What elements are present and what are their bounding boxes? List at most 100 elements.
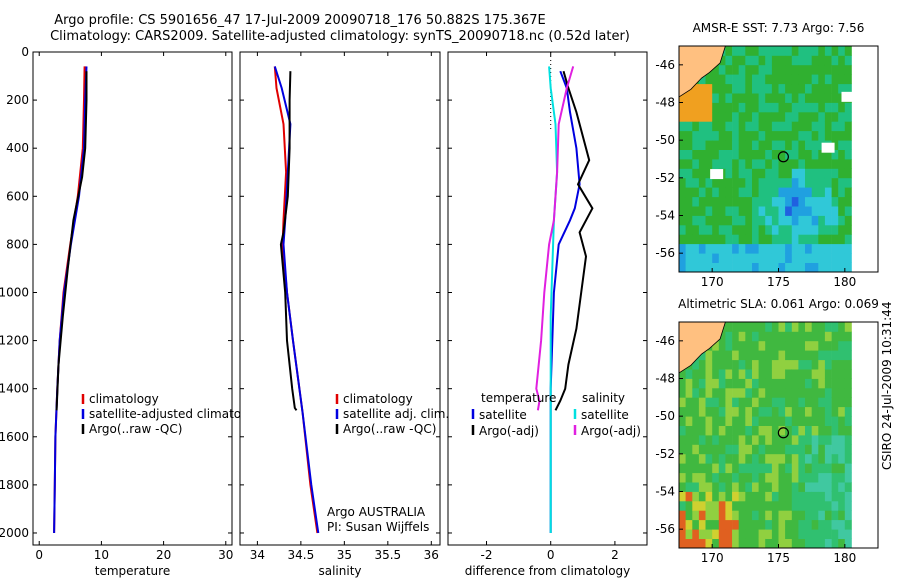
map-cell [831,187,839,198]
map-cell [745,435,753,445]
map-cell [725,111,733,122]
map-cell [745,510,753,521]
map-cell [765,378,773,389]
map-cell [811,215,819,226]
map-cell [844,406,852,417]
map-cell [778,111,786,122]
map-cell [818,406,826,417]
y-tick-label: 200 [6,93,29,107]
map-cell [679,149,686,160]
map-cell [838,322,846,332]
map-cell [824,196,832,207]
map-cell [805,149,812,160]
map-cell [844,529,852,539]
map-cell [785,463,793,474]
map-cell [692,538,700,549]
map-cell [712,262,720,273]
map-cell [732,397,740,408]
map-cell [778,215,786,226]
map-cell [752,215,759,226]
map-cell [765,331,773,342]
map-cell [745,243,753,254]
map-cell [765,500,773,511]
y-tick-label: -56 [655,246,675,260]
map-cell [798,359,806,370]
map-cell [718,378,726,389]
map-cell [712,491,720,502]
map-cell [818,472,826,483]
map-cell [798,253,806,263]
map-cell [831,416,839,426]
map-cell [778,435,786,445]
map-cell [771,177,779,188]
map-cell [692,453,700,464]
map-cell [685,224,693,235]
map-cell [844,510,852,521]
map-cell [685,187,693,198]
map-cell [791,350,799,361]
map-cell [818,425,826,436]
map-cell [692,435,700,445]
map-cell [732,519,740,530]
map-cell [765,262,773,273]
map-cell [698,416,706,426]
map-cell [844,444,852,455]
map-cell [738,46,746,56]
missing-data-patch [821,142,835,153]
map-cell [712,159,720,169]
plot-frame [32,51,233,546]
map-cell [752,46,759,56]
map-cell [811,234,819,245]
map-cell [798,102,806,113]
map-cell [811,453,819,464]
map-cell [679,262,686,273]
map-cell [752,262,759,273]
map-cell [725,463,733,474]
map-cell [698,187,706,198]
map-cell [811,206,819,216]
map-cell [732,359,740,370]
map-cell [758,387,766,398]
map-cell [698,130,706,141]
map-cell [685,472,693,483]
map-cell [685,397,693,408]
map-cell [685,416,693,426]
map-cell [712,350,720,361]
map-cell [685,491,693,502]
map-cell [811,102,819,113]
map-cell [838,340,846,351]
map-cell [831,350,839,361]
series-line-2 [53,66,88,534]
map-cell [732,463,740,474]
map-cell [811,416,819,426]
map-cell [838,196,846,207]
map-cell [718,159,726,169]
map-cell [785,55,793,66]
map-cell [838,215,846,226]
map-cell [738,397,746,408]
x-tick-label: 0 [547,548,555,562]
map-cell [732,435,740,445]
map-cell [738,387,746,398]
map-cell [712,359,720,370]
map-cell [718,243,726,254]
map-cell [771,243,779,254]
map-cell [685,234,693,245]
map-cell [831,224,839,235]
y-tick-label: -46 [655,58,675,72]
map-cell [765,168,773,179]
map-cell [811,482,819,492]
map-cell [805,444,812,455]
map-cell [718,500,726,511]
map-cell [725,369,733,379]
map-cell [705,397,713,408]
map-cell [732,322,740,332]
map-cell [824,168,832,179]
map-cell [791,444,799,455]
map-cell [738,425,746,436]
map-cell [831,359,839,370]
map-cell [791,187,799,198]
map-cell [805,215,812,226]
map-cell [752,510,759,521]
map-cell [732,387,740,398]
